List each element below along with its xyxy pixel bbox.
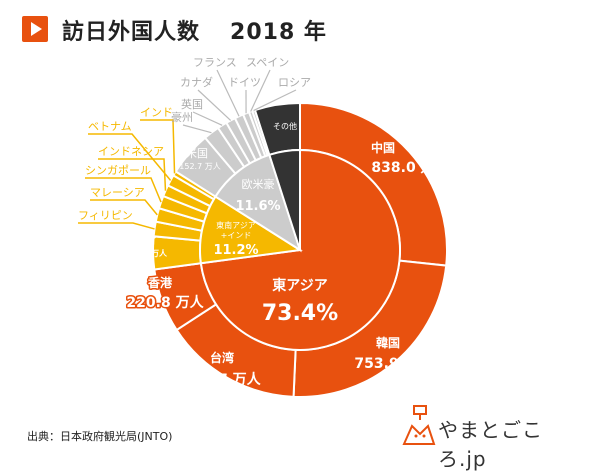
callout-label-7: シンガポール [85,164,151,177]
outer-label-korea: 韓国 [376,335,400,350]
inner-value-west: 11.6% [235,199,280,214]
callout-label-9: ベトナム [88,120,132,133]
callout-label-12: 豪州 [171,110,193,124]
inner-value-east-asia: 73.4% [262,301,338,326]
callout-label-15: フランス [193,56,237,69]
callout-label-10: インド [140,106,173,119]
outer-value-thai: 113.2 万人 [123,248,168,258]
outer-value-korea: 753.9 万人 [354,355,432,372]
inner-label-east-asia: 東アジア [272,277,327,294]
callout-label-13: 英国 [181,97,203,111]
inner-value-sea: 11.2% [213,243,258,258]
outer-value-usa: 152.7 万人 [179,162,220,171]
callout-line-13 [193,112,222,125]
source-note: 出典：日本政府観光局(JNTO) [27,428,172,444]
callout-label-6: マレーシア [90,186,145,199]
callout-line-12 [183,125,211,133]
callout-line-5 [78,223,155,229]
callout-label-18: ロシア [278,76,311,89]
outer-label-taiwan: 台湾 [210,350,234,365]
donut-chart: 東アジア 73.4% 東南アジア+インド 11.2% 欧米豪 11.6% 中国 838.0 万… [0,0,600,458]
outer-value-taiwan: 475.7 万人 [183,371,261,388]
inner-label-west: 欧米豪 [242,177,275,191]
callout-label-8: インドネシア [98,145,164,158]
callout-label-14: カナダ [180,75,213,89]
callout-label-5: フィリピン [78,209,133,222]
callout-label-17: スペイン [246,56,289,69]
outer-label-usa: 米国 [186,147,208,160]
callout-label-16: ドイツ [228,76,261,89]
inner-label-sea-2: +インド [221,231,252,240]
outer-value-china: 838.0 万人 [371,159,449,176]
outer-label-thai: タイ [138,235,158,247]
brand-name: やまとごころ.jp [438,414,590,472]
brand-logo: やまとごころ.jp [400,402,590,452]
inner-label-sea-1: 東南アジア [216,220,256,230]
outer-label-hongkong: 香港 [147,275,173,290]
outer-value-hongkong: 220.8 万人 [126,294,204,311]
outer-label-other: その他 [273,121,297,131]
brand-mascot-icon [400,404,436,448]
outer-label-china: 中国 [371,140,395,155]
